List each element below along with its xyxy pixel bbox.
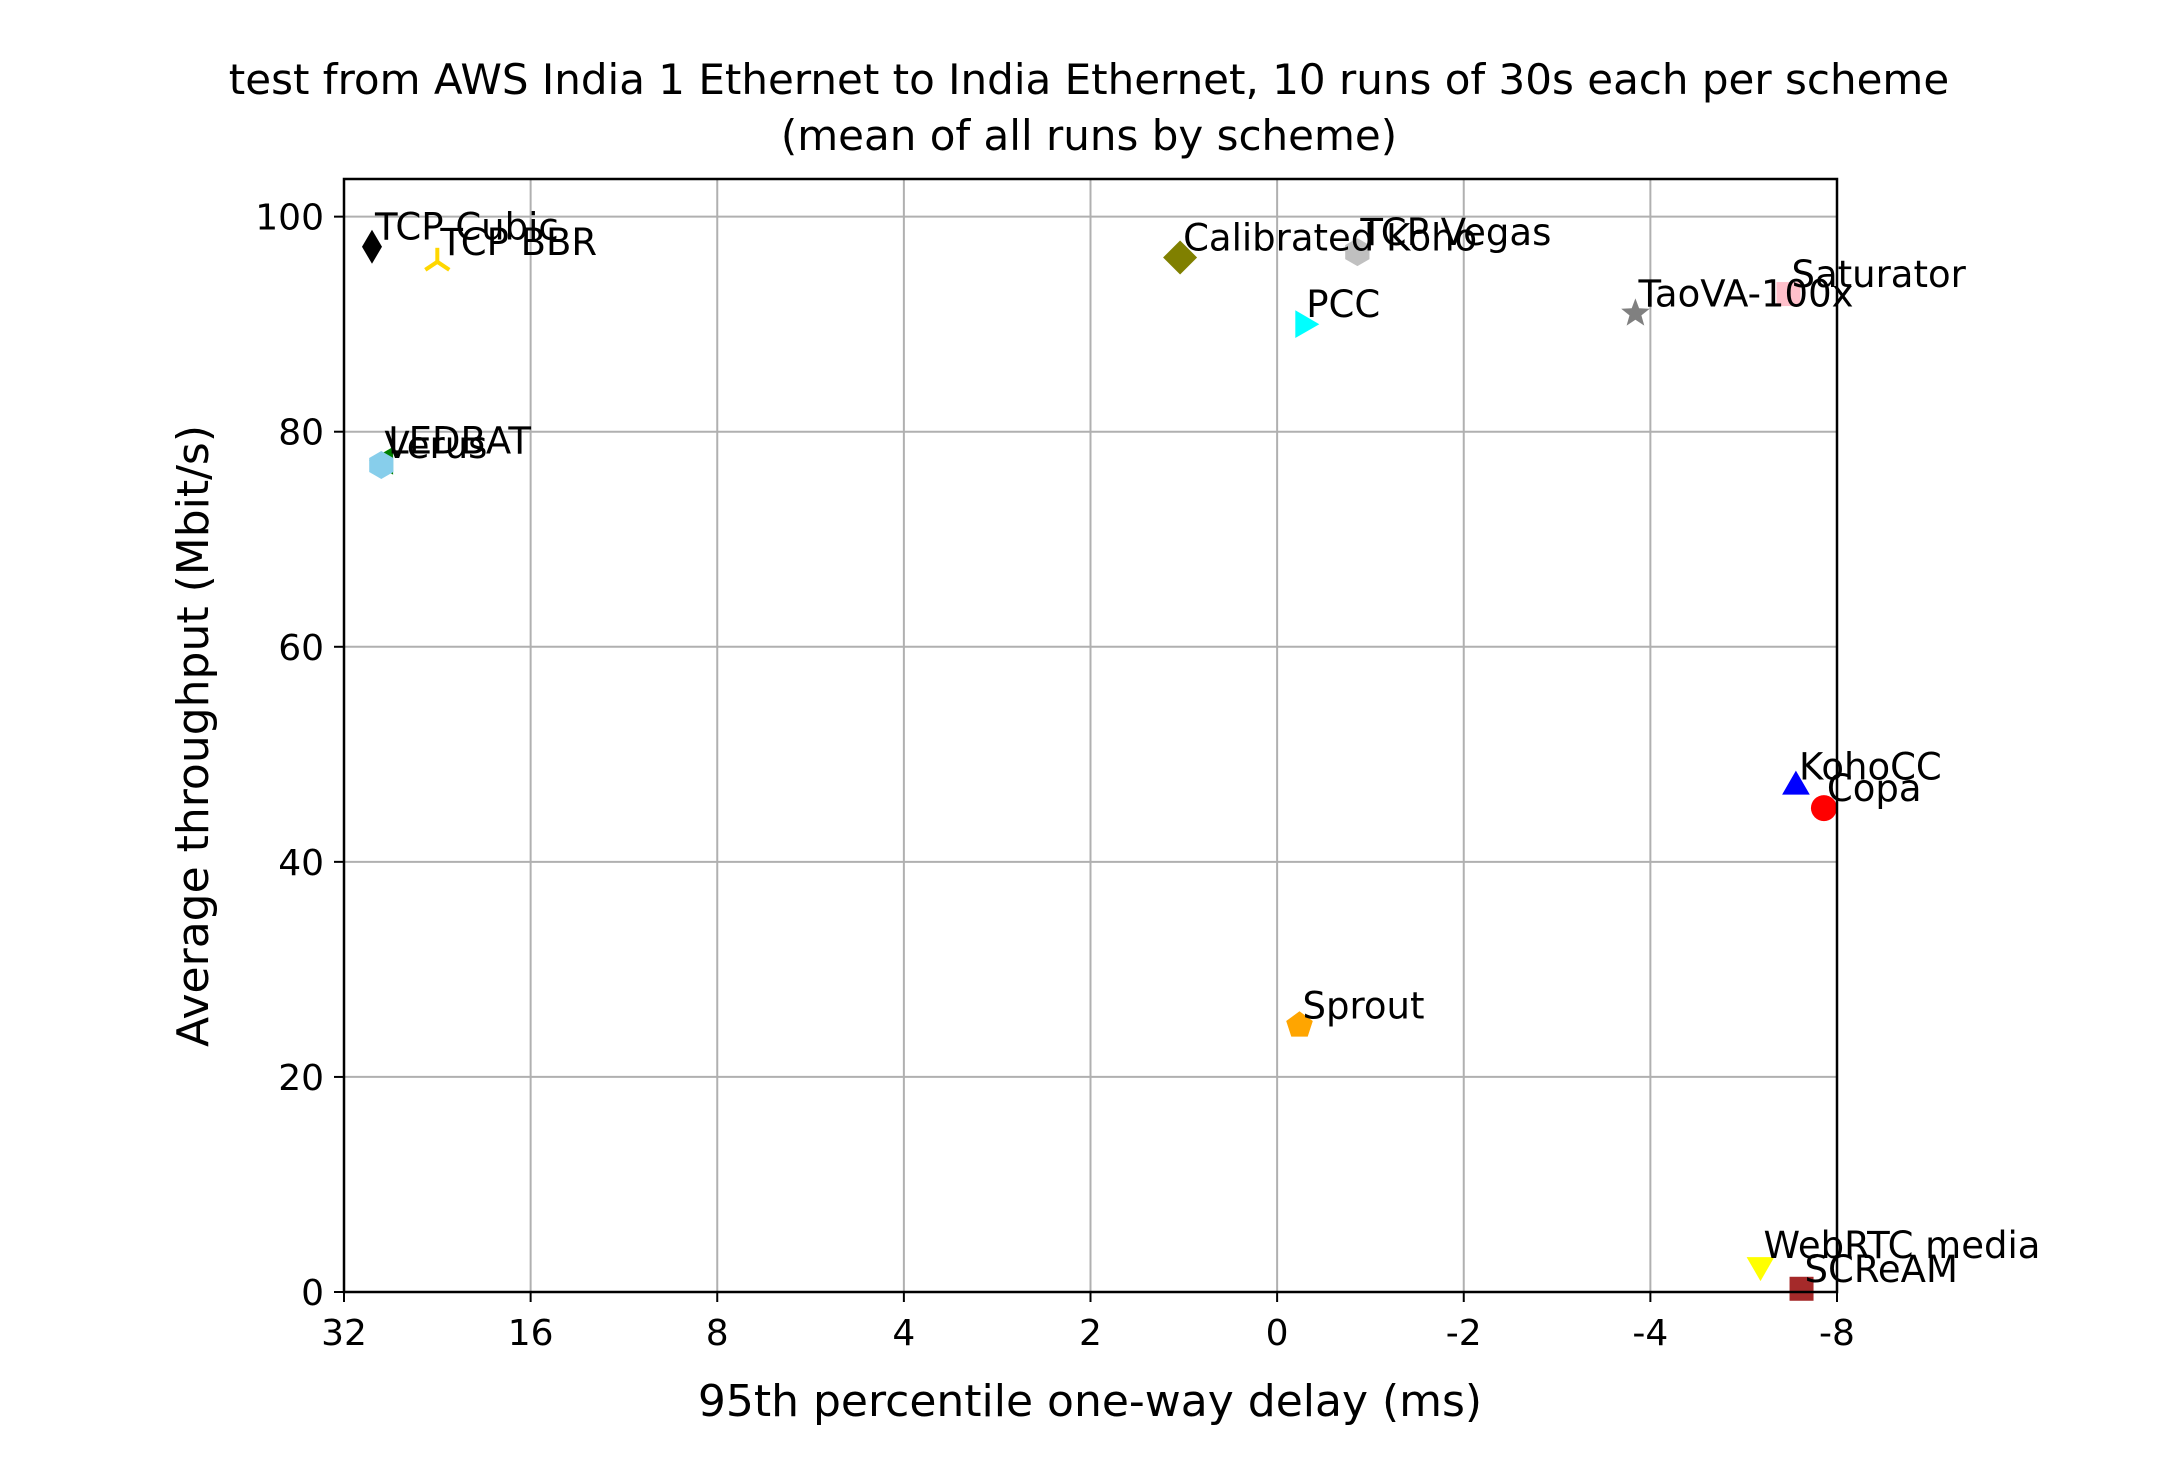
marker-calibrated-koho (1163, 240, 1198, 275)
marker-verus (369, 451, 394, 479)
x-tick-label: -2 (1446, 1313, 1482, 1354)
x-tick-label: 8 (706, 1313, 729, 1354)
marker-kohocc (1782, 770, 1810, 795)
data-points (361, 229, 1837, 1301)
point-label-tcp-vegas: TCP Vegas (1359, 211, 1551, 254)
marker-taova-100x (1621, 298, 1650, 326)
x-tick-label: 2 (1079, 1313, 1102, 1354)
x-tick-label: 16 (508, 1313, 554, 1354)
plot-frame (342, 177, 1839, 1294)
marker-sprout (1286, 1011, 1313, 1037)
point-label-calibrated-koho: Calibrated Koho (1183, 217, 1477, 260)
x-tick-label: 32 (321, 1313, 367, 1354)
y-tick-label: 60 (278, 628, 324, 669)
marker-pcc (1295, 310, 1320, 338)
point-label-copa: Copa (1827, 767, 1922, 810)
chart-subtitle: (mean of all runs by scheme) (781, 111, 1397, 160)
marker-tcp-cubic (361, 229, 382, 264)
point-label-sprout: Sprout (1303, 984, 1425, 1027)
marker-copa (1810, 795, 1837, 822)
point-label-saturator: Saturator (1791, 253, 1966, 296)
chart-title: test from AWS India 1 Ethernet to India … (229, 55, 1949, 104)
point-label-ledbat: LEDBAT (388, 420, 531, 463)
y-axis-label: Average throughput (Mbit/s) (168, 425, 219, 1047)
x-axis-label: 95th percentile one-way delay (ms) (698, 1376, 1482, 1427)
point-label-pcc: PCC (1306, 283, 1380, 326)
y-tick-label: 20 (278, 1058, 324, 1099)
y-tick-label: 40 (278, 843, 324, 884)
x-tick-label: -4 (1632, 1313, 1668, 1354)
point-label-kohocc: KohoCC (1799, 746, 1942, 789)
point-label-scream: SCReAM (1805, 1248, 1958, 1291)
x-tick-label: 4 (892, 1313, 915, 1354)
x-tick-label: -8 (1819, 1313, 1855, 1354)
point-label-tcp-bbr: TCP BBR (439, 221, 597, 264)
y-tick-label: 100 (255, 198, 324, 239)
y-tick-label: 80 (278, 413, 324, 454)
marker-webrtc-media (1746, 1257, 1775, 1282)
marker-tcp-vegas (1345, 238, 1370, 267)
point-label-taova-100x: TaoVA-100x (1637, 272, 1853, 315)
marker-scream (1789, 1276, 1814, 1301)
marker-tcp-bbr (424, 247, 451, 272)
x-tick-label: 0 (1266, 1313, 1289, 1354)
point-label-tcp-cubic: TCP Cubic (374, 206, 559, 249)
marker-saturator (1776, 282, 1801, 307)
point-label-webrtc-media: WebRTC media (1763, 1224, 2040, 1267)
y-tick-label: 0 (301, 1273, 324, 1314)
point-label-verus: Verus (384, 424, 487, 467)
